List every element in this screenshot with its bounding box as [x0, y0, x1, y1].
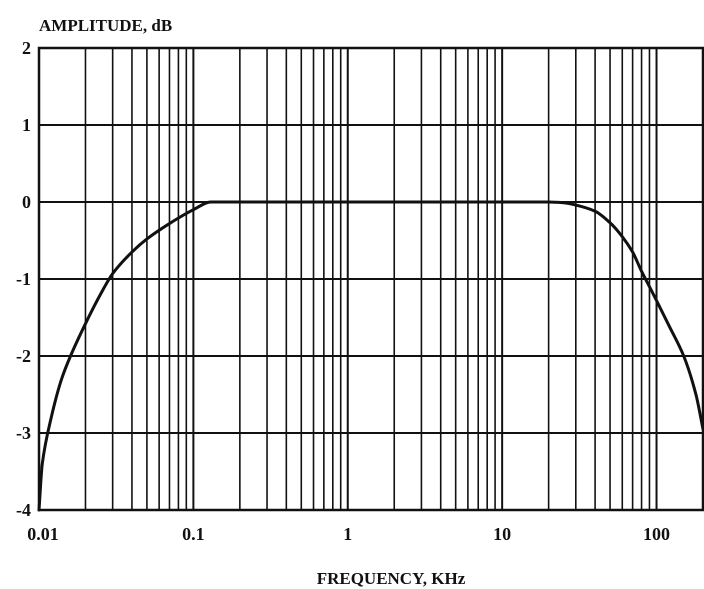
x-axis-title: FREQUENCY, KHz	[317, 569, 466, 588]
grid-lines	[38, 47, 704, 511]
plot-border	[37, 46, 704, 512]
plot-frame	[37, 46, 704, 512]
y-tick-label: -2	[16, 346, 31, 366]
amplitude-curve	[37, 200, 704, 512]
x-tick-label: 0.1	[182, 524, 205, 544]
y-axis-title: AMPLITUDE, dB	[39, 16, 172, 35]
x-tick-label: 1	[343, 524, 352, 544]
x-tick-label: 0.01	[27, 524, 59, 544]
y-tick-label: 0	[22, 192, 31, 212]
series-layer	[37, 200, 704, 512]
y-tick-label: -1	[16, 269, 31, 289]
x-tick-label: 100	[643, 524, 670, 544]
y-tick-label: -3	[16, 423, 31, 443]
y-tick-label: 1	[22, 115, 31, 135]
x-tick-labels: 0.01 0.1 1 10 100	[27, 524, 670, 544]
y-tick-labels: 2 1 0 -1 -2 -3 -4	[16, 38, 31, 520]
x-tick-label: 10	[493, 524, 511, 544]
y-tick-label: 2	[22, 38, 31, 58]
y-tick-label: -4	[16, 500, 31, 520]
